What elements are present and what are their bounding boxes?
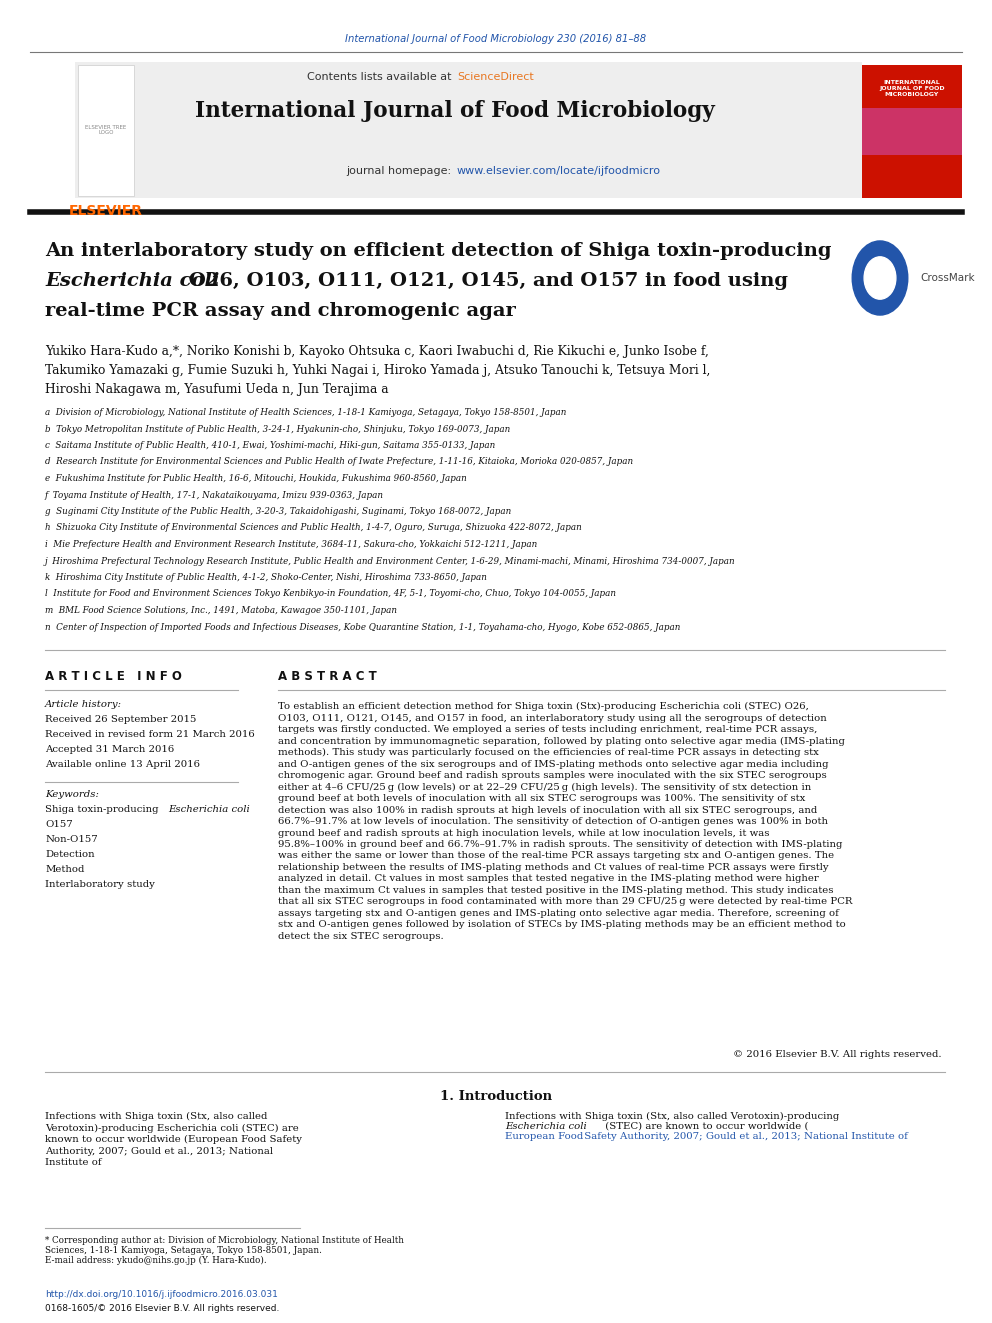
Text: c  Saitama Institute of Public Health, 410-1, Ewai, Yoshimi-machi, Hiki-gun, Sai: c Saitama Institute of Public Health, 41… (45, 441, 495, 450)
Text: Contents lists available at: Contents lists available at (307, 71, 455, 82)
Text: An interlaboratory study on efficient detection of Shiga toxin-producing: An interlaboratory study on efficient de… (45, 242, 831, 261)
Text: International Journal of Food Microbiology 230 (2016) 81–88: International Journal of Food Microbiolo… (345, 34, 647, 44)
Text: Hiroshi Nakagawa m, Yasufumi Ueda n, Jun Terajima a: Hiroshi Nakagawa m, Yasufumi Ueda n, Jun… (45, 382, 389, 396)
Text: International Journal of Food Microbiology: International Journal of Food Microbiolo… (195, 101, 715, 122)
Text: l  Institute for Food and Environment Sciences Tokyo Kenbikyo-in Foundation, 4F,: l Institute for Food and Environment Sci… (45, 590, 616, 598)
Text: a  Division of Microbiology, National Institute of Health Sciences, 1-18-1 Kamiy: a Division of Microbiology, National Ins… (45, 407, 566, 417)
Text: g  Suginami City Institute of the Public Health, 3-20-3, Takaidohigashi, Suginam: g Suginami City Institute of the Public … (45, 507, 511, 516)
Text: Infections with Shiga toxin (Stx, also called
Verotoxin)-producing Escherichia c: Infections with Shiga toxin (Stx, also c… (45, 1113, 302, 1167)
Text: f  Toyama Institute of Health, 17-1, Nakataikouyama, Imizu 939-0363, Japan: f Toyama Institute of Health, 17-1, Naka… (45, 491, 384, 500)
Text: INTERNATIONAL
JOURNAL OF FOOD
MICROBIOLOGY: INTERNATIONAL JOURNAL OF FOOD MICROBIOLO… (879, 79, 944, 97)
Text: * Corresponding author at: Division of Microbiology, National Institute of Healt: * Corresponding author at: Division of M… (45, 1236, 404, 1256)
FancyBboxPatch shape (78, 65, 134, 196)
Text: Interlaboratory study: Interlaboratory study (45, 880, 155, 889)
Text: E-mail address: ykudo@nihs.go.jp (Y. Hara-Kudo).: E-mail address: ykudo@nihs.go.jp (Y. Har… (45, 1256, 267, 1265)
Text: Accepted 31 March 2016: Accepted 31 March 2016 (45, 745, 175, 754)
Text: European Food: European Food (505, 1132, 583, 1140)
Text: m  BML Food Science Solutions, Inc., 1491, Matoba, Kawagoe 350-1101, Japan: m BML Food Science Solutions, Inc., 1491… (45, 606, 397, 615)
Text: Non-O157: Non-O157 (45, 835, 98, 844)
Text: n  Center of Inspection of Imported Foods and Infectious Diseases, Kobe Quaranti: n Center of Inspection of Imported Foods… (45, 623, 681, 631)
Text: Received 26 September 2015: Received 26 September 2015 (45, 714, 196, 724)
Text: ELSEVIER TREE
LOGO: ELSEVIER TREE LOGO (85, 124, 127, 135)
Circle shape (852, 241, 908, 315)
Text: j  Hiroshima Prefectural Technology Research Institute, Public Health and Enviro: j Hiroshima Prefectural Technology Resea… (45, 557, 736, 565)
Text: Escherichia coli: Escherichia coli (505, 1122, 586, 1131)
Text: 0168-1605/© 2016 Elsevier B.V. All rights reserved.: 0168-1605/© 2016 Elsevier B.V. All right… (45, 1304, 280, 1312)
Text: journal homepage:: journal homepage: (346, 165, 455, 176)
Circle shape (864, 257, 896, 299)
Text: h  Shizuoka City Institute of Environmental Sciences and Public Health, 1-4-7, O: h Shizuoka City Institute of Environment… (45, 524, 581, 532)
Text: Available online 13 April 2016: Available online 13 April 2016 (45, 759, 200, 769)
Text: ScienceDirect: ScienceDirect (457, 71, 534, 82)
Text: O26, O103, O111, O121, O145, and O157 in food using: O26, O103, O111, O121, O145, and O157 in… (182, 273, 788, 290)
Text: Method: Method (45, 865, 84, 875)
FancyBboxPatch shape (75, 62, 862, 198)
Text: Detection: Detection (45, 849, 94, 859)
Text: © 2016 Elsevier B.V. All rights reserved.: © 2016 Elsevier B.V. All rights reserved… (733, 1050, 942, 1058)
Text: real-time PCR assay and chromogenic agar: real-time PCR assay and chromogenic agar (45, 302, 516, 320)
Text: Escherichia coli: Escherichia coli (168, 804, 250, 814)
Text: 1. Introduction: 1. Introduction (439, 1090, 553, 1103)
Text: Shiga toxin-producing: Shiga toxin-producing (45, 804, 162, 814)
Text: Escherichia coli: Escherichia coli (45, 273, 219, 290)
FancyBboxPatch shape (862, 65, 962, 198)
Text: Article history:: Article history: (45, 700, 122, 709)
Text: http://dx.doi.org/10.1016/j.ijfoodmicro.2016.03.031: http://dx.doi.org/10.1016/j.ijfoodmicro.… (45, 1290, 278, 1299)
Text: Infections with Shiga toxin (Stx, also called Verotoxin)-producing: Infections with Shiga toxin (Stx, also c… (505, 1113, 839, 1121)
Text: b  Tokyo Metropolitan Institute of Public Health, 3-24-1, Hyakunin-cho, Shinjuku: b Tokyo Metropolitan Institute of Public… (45, 425, 510, 434)
Text: Received in revised form 21 March 2016: Received in revised form 21 March 2016 (45, 730, 255, 740)
Text: CrossMark: CrossMark (920, 273, 974, 283)
Text: Takumiko Yamazaki g, Fumie Suzuki h, Yuhki Nagai i, Hiroko Yamada j, Atsuko Tano: Takumiko Yamazaki g, Fumie Suzuki h, Yuh… (45, 364, 710, 377)
Text: i  Mie Prefecture Health and Environment Research Institute, 3684-11, Sakura-cho: i Mie Prefecture Health and Environment … (45, 540, 538, 549)
Text: ELSEVIER: ELSEVIER (69, 204, 143, 218)
Text: k  Hiroshima City Institute of Public Health, 4-1-2, Shoko-Center, Nishi, Hirosh: k Hiroshima City Institute of Public Hea… (45, 573, 487, 582)
Text: Keywords:: Keywords: (45, 790, 99, 799)
Text: (STEC) are known to occur worldwide (: (STEC) are known to occur worldwide ( (602, 1122, 808, 1131)
Text: Yukiko Hara-Kudo a,*, Noriko Konishi b, Kayoko Ohtsuka c, Kaori Iwabuchi d, Rie : Yukiko Hara-Kudo a,*, Noriko Konishi b, … (45, 345, 709, 359)
Text: e  Fukushima Institute for Public Health, 16-6, Mitouchi, Houkida, Fukushima 960: e Fukushima Institute for Public Health,… (45, 474, 467, 483)
Text: A R T I C L E   I N F O: A R T I C L E I N F O (45, 669, 182, 683)
Text: www.elsevier.com/locate/ijfoodmicro: www.elsevier.com/locate/ijfoodmicro (457, 165, 661, 176)
Text: Safety Authority, 2007; Gould et al., 2013; National Institute of: Safety Authority, 2007; Gould et al., 20… (581, 1132, 908, 1140)
Text: d  Research Institute for Environmental Sciences and Public Health of Iwate Pref: d Research Institute for Environmental S… (45, 458, 633, 467)
Text: To establish an efficient detection method for Shiga toxin (Stx)-producing Esche: To establish an efficient detection meth… (278, 703, 852, 941)
Text: O157: O157 (45, 820, 72, 830)
FancyBboxPatch shape (862, 108, 962, 155)
Text: A B S T R A C T: A B S T R A C T (278, 669, 377, 683)
